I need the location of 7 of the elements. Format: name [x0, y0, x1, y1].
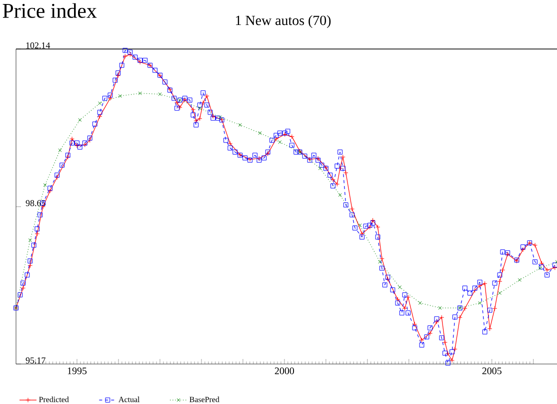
x-tick-label: 1995	[68, 368, 87, 374]
x-tick-label: 2005	[482, 368, 502, 374]
y-tick-label: 102.14	[26, 42, 50, 48]
chart-title: Price index	[2, 3, 97, 18]
chart-subtitle: 1 New autos (70)	[236, 15, 331, 28]
y-tick-label: 95.17	[26, 357, 46, 364]
x-tick-label: 2000	[274, 368, 294, 374]
